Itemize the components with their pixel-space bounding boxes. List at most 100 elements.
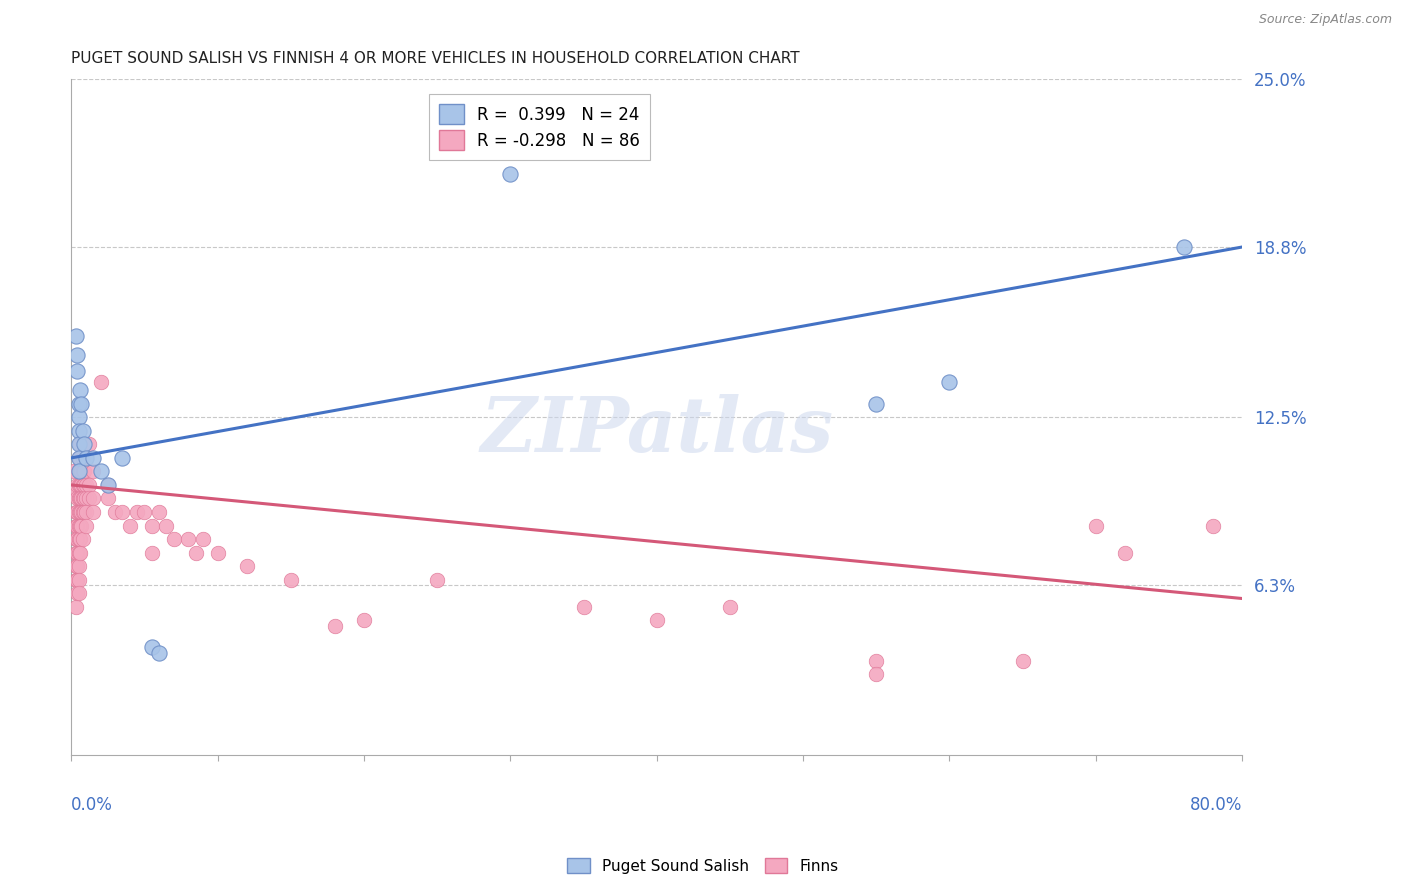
Point bbox=[141, 640, 163, 655]
Point bbox=[111, 505, 134, 519]
Point bbox=[63, 465, 86, 479]
Point bbox=[1173, 240, 1195, 254]
Point bbox=[82, 505, 104, 519]
Point bbox=[111, 450, 134, 465]
Point bbox=[89, 375, 111, 389]
Text: PUGET SOUND SALISH VS FINNISH 4 OR MORE VEHICLES IN HOUSEHOLD CORRELATION CHART: PUGET SOUND SALISH VS FINNISH 4 OR MORE … bbox=[72, 51, 800, 66]
Point bbox=[1084, 518, 1107, 533]
Point bbox=[67, 573, 90, 587]
Point bbox=[280, 573, 302, 587]
Point bbox=[67, 465, 90, 479]
Point bbox=[69, 491, 91, 506]
Point bbox=[67, 545, 90, 559]
Point bbox=[82, 450, 104, 465]
Point bbox=[67, 424, 90, 438]
Point bbox=[69, 478, 91, 492]
Point bbox=[72, 450, 94, 465]
Point bbox=[67, 505, 90, 519]
Point bbox=[163, 532, 186, 546]
Point bbox=[148, 646, 170, 660]
Point bbox=[89, 465, 111, 479]
Point bbox=[1114, 545, 1136, 559]
Text: 80.0%: 80.0% bbox=[1189, 796, 1243, 814]
Point bbox=[70, 478, 93, 492]
Point bbox=[127, 505, 149, 519]
Point bbox=[66, 545, 89, 559]
Point bbox=[67, 559, 90, 574]
Point bbox=[65, 599, 87, 614]
Point bbox=[70, 518, 93, 533]
Point bbox=[97, 478, 120, 492]
Point bbox=[104, 505, 127, 519]
Point bbox=[70, 465, 93, 479]
Point bbox=[65, 545, 87, 559]
Point bbox=[69, 465, 91, 479]
Point bbox=[499, 167, 522, 181]
Point bbox=[426, 573, 449, 587]
Point bbox=[67, 450, 90, 465]
Point bbox=[67, 450, 90, 465]
Point bbox=[75, 518, 97, 533]
Point bbox=[75, 478, 97, 492]
Point bbox=[184, 545, 207, 559]
Point bbox=[67, 532, 90, 546]
Point bbox=[73, 478, 96, 492]
Legend: Puget Sound Salish, Finns: Puget Sound Salish, Finns bbox=[561, 852, 845, 880]
Point bbox=[72, 478, 94, 492]
Point bbox=[66, 573, 89, 587]
Point bbox=[67, 478, 90, 492]
Point bbox=[141, 518, 163, 533]
Point bbox=[77, 491, 100, 506]
Point bbox=[645, 613, 668, 627]
Point bbox=[97, 478, 120, 492]
Text: 0.0%: 0.0% bbox=[72, 796, 112, 814]
Point bbox=[69, 450, 91, 465]
Point bbox=[1011, 654, 1033, 668]
Point bbox=[141, 545, 163, 559]
Point bbox=[65, 573, 87, 587]
Point bbox=[73, 437, 96, 451]
Point bbox=[73, 491, 96, 506]
Point bbox=[65, 532, 87, 546]
Point bbox=[177, 532, 200, 546]
Point bbox=[72, 491, 94, 506]
Point bbox=[1202, 518, 1225, 533]
Point bbox=[67, 586, 90, 600]
Point bbox=[66, 491, 89, 506]
Point bbox=[66, 586, 89, 600]
Point bbox=[865, 667, 887, 681]
Point bbox=[353, 613, 375, 627]
Point bbox=[65, 329, 87, 343]
Point bbox=[70, 491, 93, 506]
Point bbox=[69, 545, 91, 559]
Point bbox=[191, 532, 214, 546]
Point bbox=[70, 397, 93, 411]
Point bbox=[77, 478, 100, 492]
Point bbox=[67, 518, 90, 533]
Point bbox=[69, 505, 91, 519]
Point bbox=[72, 505, 94, 519]
Point bbox=[67, 491, 90, 506]
Point bbox=[75, 505, 97, 519]
Point bbox=[938, 375, 960, 389]
Point bbox=[66, 348, 89, 362]
Point bbox=[72, 424, 94, 438]
Point bbox=[77, 437, 100, 451]
Point bbox=[65, 559, 87, 574]
Point bbox=[66, 518, 89, 533]
Point bbox=[73, 505, 96, 519]
Point bbox=[73, 465, 96, 479]
Point bbox=[82, 465, 104, 479]
Point bbox=[207, 545, 229, 559]
Point bbox=[323, 618, 346, 632]
Point bbox=[82, 491, 104, 506]
Point bbox=[67, 437, 90, 451]
Point bbox=[67, 397, 90, 411]
Point bbox=[65, 505, 87, 519]
Point bbox=[572, 599, 595, 614]
Point bbox=[66, 478, 89, 492]
Point bbox=[718, 599, 741, 614]
Point bbox=[66, 364, 89, 378]
Point bbox=[865, 397, 887, 411]
Point bbox=[75, 491, 97, 506]
